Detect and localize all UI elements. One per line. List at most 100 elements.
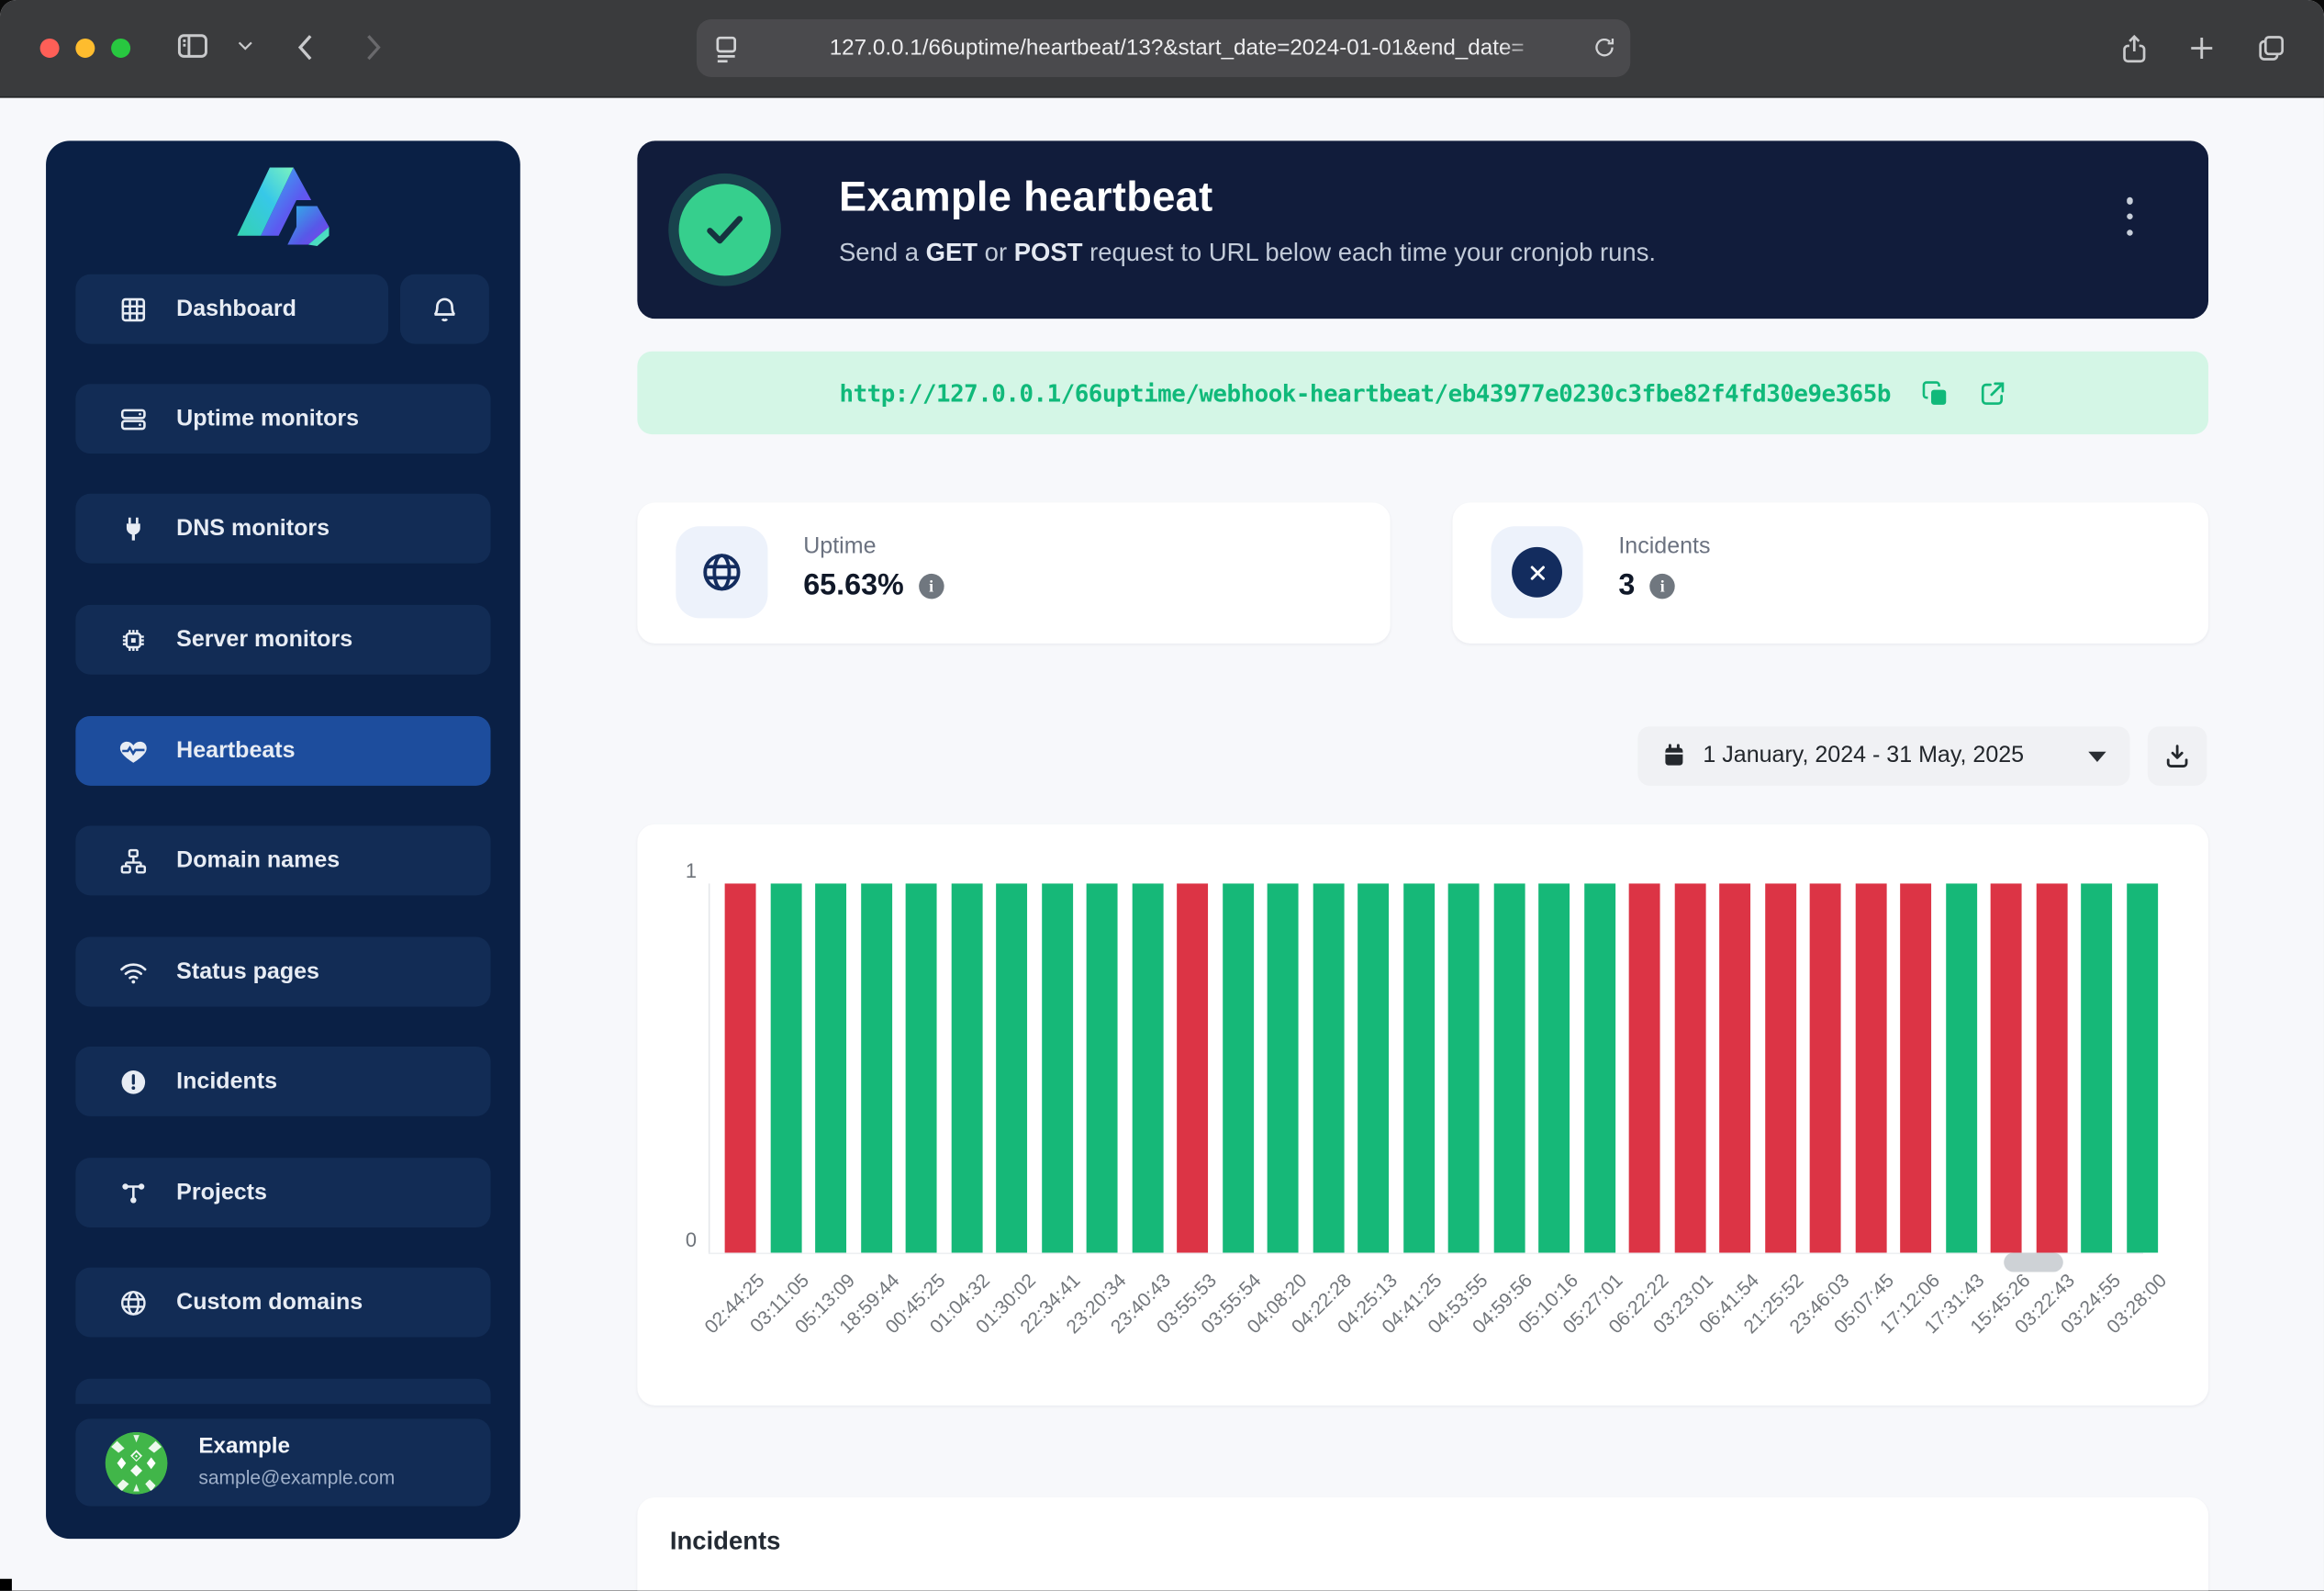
chart-bar xyxy=(1720,883,1751,1252)
chart-bar xyxy=(1177,883,1208,1252)
chart-bar xyxy=(725,883,756,1252)
address-bar[interactable]: 127.0.0.1/66uptime/heartbeat/13?&start_d… xyxy=(697,19,1630,77)
close-window-button[interactable] xyxy=(40,38,60,57)
chevron-right-icon xyxy=(364,33,382,62)
x-axis-line xyxy=(709,1252,2143,1254)
incidents-section-title: Incidents xyxy=(670,1527,781,1556)
globe-icon xyxy=(699,550,743,594)
app-logo[interactable] xyxy=(46,162,520,248)
reload-icon xyxy=(1592,33,1616,62)
webhook-url-bar: http://127.0.0.1/66uptime/webhook-heartb… xyxy=(637,352,2208,434)
chart-bar xyxy=(1448,883,1480,1252)
chart-bar xyxy=(996,883,1027,1252)
browser-toolbar: 127.0.0.1/66uptime/heartbeat/13?&start_d… xyxy=(0,0,2324,98)
sidebar-chevron-button[interactable] xyxy=(237,40,253,52)
user-email: sample@example.com xyxy=(198,1466,395,1488)
sidebar-item-domain-names[interactable]: Domain names xyxy=(75,825,490,895)
alert-circle-icon xyxy=(118,1067,148,1096)
page-title: Example heartbeat xyxy=(839,174,1213,221)
sidebar-item-uptime-monitors[interactable]: Uptime monitors xyxy=(75,384,490,454)
caret-down-icon xyxy=(2088,751,2106,761)
bell-icon xyxy=(430,294,459,325)
chart-scrollbar-thumb[interactable] xyxy=(2004,1252,2063,1272)
reload-button[interactable] xyxy=(1592,33,1616,70)
chart-bar xyxy=(1810,883,1841,1252)
x-circle-icon xyxy=(1512,547,1562,598)
avatar xyxy=(106,1431,168,1494)
incidents-tile xyxy=(1491,526,1582,618)
chart-bars xyxy=(725,883,2159,1252)
chart-bar xyxy=(906,883,937,1252)
chart-bar xyxy=(1765,883,1796,1252)
page-subtitle: Send a GET or POST request to URL below … xyxy=(839,239,1656,268)
zoom-window-button[interactable] xyxy=(111,38,130,57)
share-button[interactable] xyxy=(2119,31,2149,67)
uptime-stat-card: Uptime 65.63% i xyxy=(637,502,1390,643)
webhook-url-link[interactable]: http://127.0.0.1/66uptime/webhook-heartb… xyxy=(840,379,1891,408)
subtitle-text: or xyxy=(978,239,1014,267)
sidebar-item-label: Heartbeats xyxy=(176,737,295,764)
notifications-button[interactable] xyxy=(400,275,489,344)
forward-button[interactable] xyxy=(364,33,382,62)
chart-bar xyxy=(1629,883,1660,1252)
info-icon[interactable]: i xyxy=(919,574,944,599)
nodes-icon xyxy=(118,1178,148,1207)
subtitle-post: POST xyxy=(1014,239,1083,267)
page-settings-icon[interactable] xyxy=(711,33,741,73)
heartbeat-chart-card: 1 0 02:44:2503:11:0505:13:0918:59:4400:4… xyxy=(637,824,2208,1406)
sidebar-item-label: DNS monitors xyxy=(176,515,330,542)
chart-bar xyxy=(1132,883,1163,1252)
screen: 127.0.0.1/66uptime/heartbeat/13?&start_d… xyxy=(0,0,2324,1591)
chart-bar xyxy=(1991,883,2022,1252)
heart-pulse-icon xyxy=(118,736,148,766)
incidents-stat-card: Incidents 3 i xyxy=(1452,502,2208,643)
uptime-label: Uptime xyxy=(803,533,876,560)
sidebar-item-projects[interactable]: Projects xyxy=(75,1158,490,1227)
grid-icon xyxy=(118,295,148,324)
chart-bar xyxy=(2127,883,2158,1252)
sidebar-item-label: Projects xyxy=(176,1180,267,1206)
sidebar-item-label: Status pages xyxy=(176,958,319,985)
sidebar-item-partial xyxy=(75,1379,490,1404)
copy-url-button[interactable] xyxy=(1920,379,1949,408)
tab-overview-button[interactable] xyxy=(2256,33,2287,64)
subtitle-text: request to URL below each time your cron… xyxy=(1082,239,1656,267)
minimize-window-button[interactable] xyxy=(75,38,95,57)
chart-bar xyxy=(1856,883,1887,1252)
date-range-picker[interactable]: 1 January, 2024 - 31 May, 2025 xyxy=(1637,726,2129,786)
open-url-button[interactable] xyxy=(1978,379,2006,408)
copy-icon xyxy=(1920,379,1949,408)
incidents-section-card: Incidents xyxy=(637,1497,2208,1591)
back-button[interactable] xyxy=(296,33,314,62)
new-tab-button[interactable] xyxy=(2187,34,2216,62)
sidebar-item-status-pages[interactable]: Status pages xyxy=(75,937,490,1007)
options-kebab-menu[interactable] xyxy=(2117,197,2143,236)
info-icon[interactable]: i xyxy=(1649,574,1674,599)
sidebar-toggle-button[interactable] xyxy=(175,28,211,64)
chart-bar xyxy=(1042,883,1073,1252)
sidebar-item-incidents[interactable]: Incidents xyxy=(75,1047,490,1116)
chart-bar xyxy=(2082,883,2113,1252)
sidebar-item-dns-monitors[interactable]: DNS monitors xyxy=(75,494,490,564)
user-account-card[interactable]: Example sample@example.com xyxy=(75,1418,490,1506)
chart-bar xyxy=(1946,883,1977,1252)
download-icon xyxy=(2164,743,2191,769)
screenshot-artifact xyxy=(0,1579,12,1591)
sidebar-item-custom-domains[interactable]: Custom domains xyxy=(75,1268,490,1338)
chart-bar xyxy=(1223,883,1254,1252)
cpu-icon xyxy=(118,625,148,655)
server-stack-icon xyxy=(118,404,148,433)
66uptime-logo-icon xyxy=(234,162,332,248)
chart-x-labels: 02:44:2503:11:0505:13:0918:59:4400:45:25… xyxy=(725,1269,2159,1402)
incidents-label: Incidents xyxy=(1618,533,1710,560)
chart-bar xyxy=(770,883,801,1252)
user-name: Example xyxy=(198,1434,290,1459)
sidebar-item-dashboard[interactable]: Dashboard xyxy=(75,275,388,344)
tabs-icon xyxy=(2256,33,2287,64)
share-icon xyxy=(2119,31,2149,67)
subtitle-text: Send a xyxy=(839,239,926,267)
sidebar-item-server-monitors[interactable]: Server monitors xyxy=(75,605,490,675)
sidebar-item-heartbeats[interactable]: Heartbeats xyxy=(75,716,490,786)
download-chart-button[interactable] xyxy=(2148,726,2207,786)
wifi-icon xyxy=(118,957,148,986)
